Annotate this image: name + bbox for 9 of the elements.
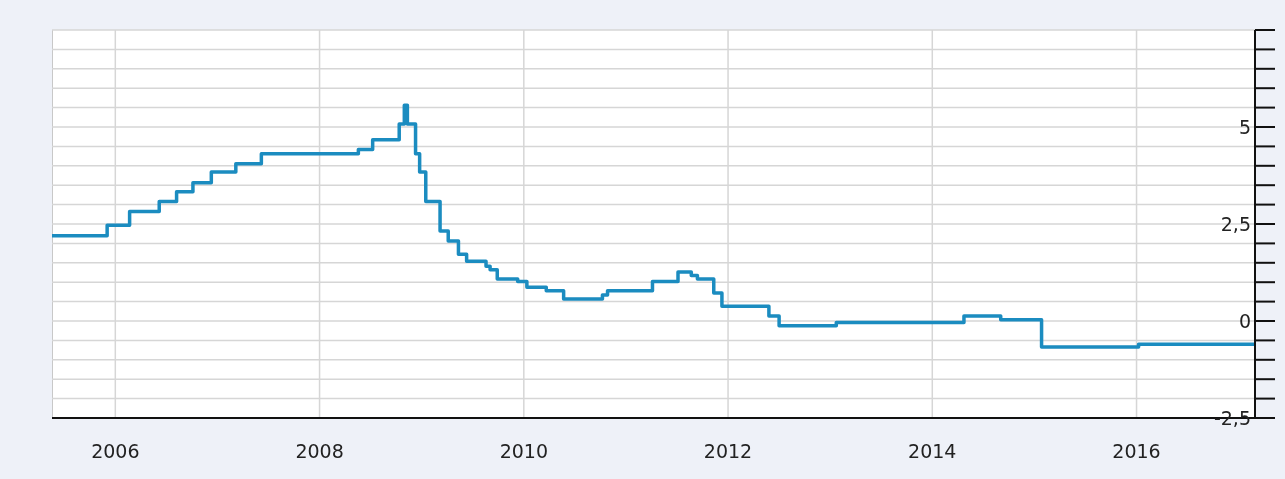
x-tick-label: 2010 bbox=[499, 440, 548, 462]
x-tick-label: 2008 bbox=[295, 440, 344, 462]
y-tick-label: 2,5 bbox=[1220, 213, 1251, 235]
x-tick-label: 2012 bbox=[703, 440, 753, 462]
x-tick-label: 2016 bbox=[1112, 440, 1161, 462]
x-tick-label: 2014 bbox=[908, 440, 957, 462]
y-tick-label: 5 bbox=[1238, 116, 1251, 138]
y-tick-label: 0 bbox=[1238, 310, 1251, 332]
x-tick-label: 2006 bbox=[91, 440, 140, 462]
